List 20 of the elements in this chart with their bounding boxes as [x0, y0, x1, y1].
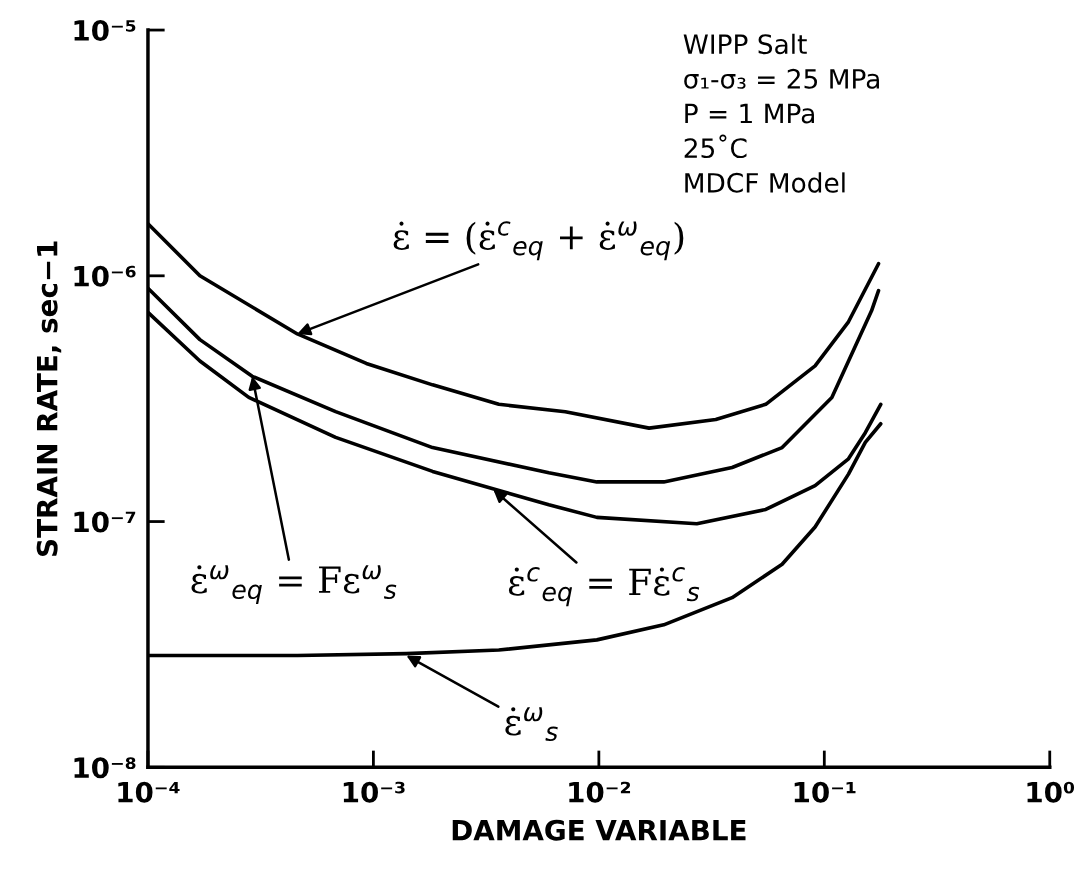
y-tick-label: 10⁻⁷ — [74, 511, 136, 533]
x-tick-label: 10⁻⁴ — [118, 781, 180, 803]
x-tick-label: 10⁻¹ — [794, 781, 856, 803]
annotation: ε̇$^{ω}$$_{s}$ — [505, 707, 558, 742]
y-tick-label: 10⁻⁵ — [74, 19, 136, 41]
x-tick-label: 10⁻² — [569, 781, 631, 803]
annotation: MDCF Model — [685, 172, 845, 193]
x-axis-title: DAMAGE VARIABLE — [452, 819, 746, 841]
y-tick-label: 10⁻⁸ — [74, 757, 136, 779]
annotation: σ₁-σ₃ = 25 MPa — [684, 68, 879, 89]
annotation: WIPP Salt — [683, 33, 807, 55]
y-tick-label: 10⁻⁶ — [74, 265, 136, 287]
annotation: 25˚C — [684, 134, 747, 159]
annotation: ε̇$^{ω}$$_{eq}$ = Fε$^{ω}$$_{s}$ — [191, 565, 397, 604]
x-tick-label: 10⁻³ — [343, 781, 405, 803]
annotation: P = 1 MPa — [685, 103, 814, 124]
annotation: ε̇$^{c}$$_{eq}$ = Fε̇$^{c}$$_{s}$ — [508, 567, 700, 607]
x-tick-label: 10⁰ — [1027, 781, 1075, 803]
annotation: ε̇ = (ε̇$^{c}$$_{eq}$ + ε̇$^{ω}$$_{eq}$) — [393, 221, 684, 261]
y-axis-title: STRAIN RATE, sec−1 — [36, 241, 62, 556]
